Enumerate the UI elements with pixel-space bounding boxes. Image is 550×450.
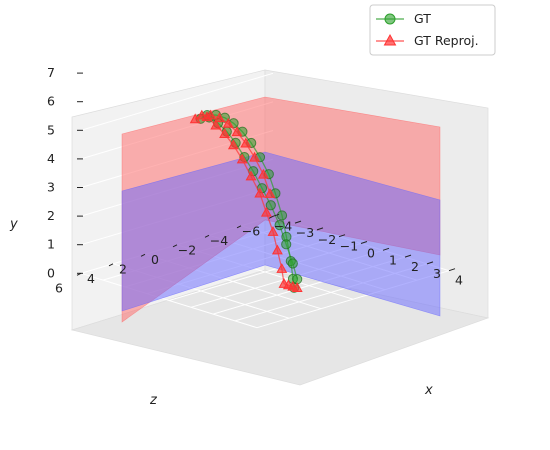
y-tick-label: 5 bbox=[47, 122, 55, 137]
y-tick-label: 1 bbox=[47, 237, 55, 252]
gt-point bbox=[287, 258, 298, 269]
z-tick-label: 4 bbox=[87, 271, 95, 286]
series-layer bbox=[189, 109, 303, 293]
gt-reproj-point bbox=[267, 226, 279, 236]
gt-reproj-point bbox=[201, 111, 213, 122]
z-tick bbox=[236, 225, 242, 229]
x-tick-label: −3 bbox=[296, 225, 314, 240]
x-tick-label: 1 bbox=[389, 252, 397, 267]
x-tick-label: −1 bbox=[340, 239, 358, 254]
gt-reproj-point bbox=[291, 282, 303, 292]
gt-reproj-point bbox=[249, 151, 261, 162]
gt-point bbox=[265, 200, 276, 211]
x-tick bbox=[404, 254, 412, 258]
y-tick-label: 6 bbox=[47, 94, 55, 109]
x-tick-label: 4 bbox=[455, 273, 463, 288]
grid-line-y bbox=[80, 44, 274, 103]
grid-line-z bbox=[80, 272, 258, 329]
z-tick bbox=[204, 234, 210, 238]
grid-line-y bbox=[80, 15, 274, 74]
gt-reproj-point bbox=[257, 168, 269, 179]
x-tick-label: −4 bbox=[274, 218, 292, 233]
x-tick bbox=[426, 261, 434, 265]
x-tick-label: 2 bbox=[411, 259, 419, 274]
gt-reproj-point bbox=[254, 187, 266, 198]
x-tick bbox=[360, 241, 368, 244]
gt-reproj-point bbox=[276, 263, 288, 273]
gt-reproj-point bbox=[236, 153, 248, 164]
z-tick bbox=[172, 244, 178, 248]
x-tick bbox=[272, 213, 280, 217]
gt-reproj-point bbox=[260, 206, 272, 217]
x-tick-label: 0 bbox=[367, 246, 375, 261]
gt-reproj-point bbox=[213, 112, 225, 123]
z-tick-label: −2 bbox=[178, 242, 196, 257]
z-tick-label: 0 bbox=[151, 252, 159, 267]
legend-gt-label: GT bbox=[414, 11, 431, 26]
x-tick-label: −2 bbox=[318, 232, 336, 247]
legend-gt-marker bbox=[384, 13, 396, 25]
y-tick-label: 7 bbox=[47, 65, 55, 80]
y-tick-label: 0 bbox=[47, 265, 55, 280]
x-tick-label: 3 bbox=[433, 266, 441, 281]
x-tick bbox=[294, 220, 302, 224]
z-axis-label: z bbox=[149, 393, 158, 408]
legend-reproj-marker bbox=[383, 33, 397, 46]
gt-reproj-point bbox=[231, 126, 243, 137]
grid-line-y bbox=[80, 72, 274, 131]
gt-reproj-point bbox=[222, 117, 234, 128]
gt-reproj-point bbox=[219, 128, 231, 138]
z-tick-label: 2 bbox=[119, 261, 127, 276]
gt-reproj-point bbox=[210, 119, 222, 130]
x-tick bbox=[382, 247, 390, 251]
gt-reproj-point bbox=[271, 244, 283, 255]
gt-point bbox=[274, 220, 285, 231]
gt-reproj-point bbox=[227, 139, 239, 150]
y-tick-label: 4 bbox=[47, 151, 55, 166]
gt-point bbox=[276, 210, 288, 221]
x-axis-label: x bbox=[424, 383, 433, 398]
gt-reproj-point bbox=[264, 188, 276, 198]
z-tick-label: −4 bbox=[210, 233, 228, 248]
blue-plane bbox=[121, 151, 441, 317]
z-tick bbox=[140, 253, 146, 257]
legend-box bbox=[369, 4, 496, 56]
legend-reproj-label: GT Reproj. bbox=[414, 33, 479, 48]
legend: GT GT Reproj. bbox=[369, 4, 496, 56]
y-axis-label: y bbox=[9, 217, 18, 232]
z-tick bbox=[76, 272, 82, 276]
gt-reproj-point bbox=[240, 137, 252, 148]
gt-reproj-point bbox=[245, 170, 257, 181]
gt-point bbox=[281, 239, 292, 250]
y-tick-label: 2 bbox=[47, 208, 55, 223]
z-tick bbox=[108, 263, 114, 267]
x-tick bbox=[316, 227, 324, 231]
z-tick bbox=[268, 215, 274, 219]
z-tick-label: −6 bbox=[242, 223, 260, 238]
y-tick-label: 3 bbox=[47, 180, 55, 195]
z-tick-label: 6 bbox=[55, 280, 63, 295]
x-tick bbox=[448, 268, 456, 272]
x-tick bbox=[338, 234, 346, 238]
